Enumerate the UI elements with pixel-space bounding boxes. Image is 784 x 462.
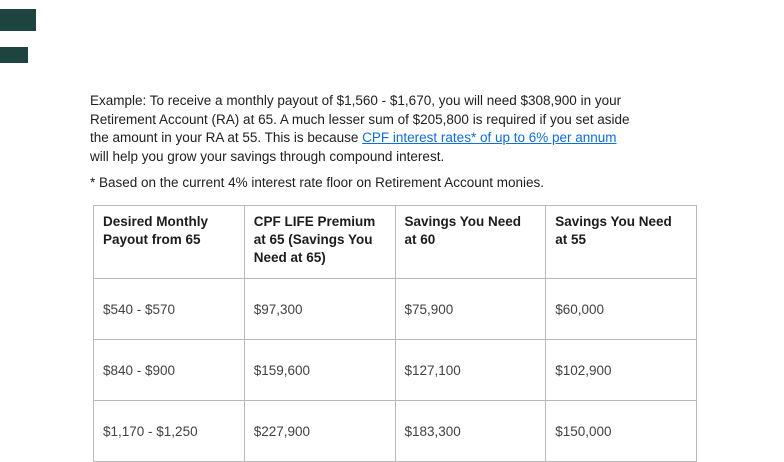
table-header-row: Desired Monthly Payout from 65 CPF LIFE … <box>93 205 697 279</box>
paragraph-line-1: Example: To receive a monthly payout of … <box>90 93 622 108</box>
cell-payout-range: $840 - $900 <box>93 339 245 401</box>
cell-payout-range: $540 - $570 <box>93 278 245 340</box>
table-row: $1,170 - $1,250 $227,900 $183,300 $150,0… <box>93 400 697 462</box>
cell-savings-at-60: $75,900 <box>394 278 547 340</box>
table-row: $840 - $900 $159,600 $127,100 $102,900 <box>93 339 697 401</box>
column-header-desired-monthly-payout: Desired Monthly Payout from 65 <box>93 205 245 279</box>
dark-image-placeholder-small <box>0 47 28 63</box>
paragraph-line-3: the amount in your RA at 55. This is bec… <box>90 130 363 146</box>
cell-premium-at-65: $227,900 <box>243 400 396 462</box>
cell-savings-at-55: $150,000 <box>545 400 697 462</box>
column-header-savings-at-55: Savings You Need at 55 <box>545 205 697 279</box>
cpf-interest-rates-link[interactable]: CPF interest rates* of up to 6% per annu… <box>362 130 617 146</box>
dark-image-placeholder-large <box>0 9 36 31</box>
paragraph-line-4: will help you grow your savings through … <box>90 149 445 165</box>
column-header-cpf-life-premium: CPF LIFE Premium at 65 (Savings You Need… <box>243 205 396 279</box>
example-paragraph: Example: To receive a monthly payout of … <box>90 92 740 167</box>
column-header-savings-at-60: Savings You Need at 60 <box>394 205 547 279</box>
cell-savings-at-60: $183,300 <box>394 400 547 462</box>
cell-premium-at-65: $97,300 <box>243 278 396 340</box>
table-row: $540 - $570 $97,300 $75,900 $60,000 <box>93 278 697 340</box>
document-page: Example: To receive a monthly payout of … <box>0 9 740 462</box>
cell-premium-at-65: $159,600 <box>243 339 396 401</box>
interest-rate-footnote: * Based on the current 4% interest rate … <box>90 175 544 190</box>
cell-savings-at-60: $127,100 <box>394 339 547 401</box>
cell-payout-range: $1,170 - $1,250 <box>93 400 245 462</box>
cell-savings-at-55: $102,900 <box>545 339 697 401</box>
cell-savings-at-55: $60,000 <box>545 278 697 340</box>
paragraph-line-2: Retirement Account (RA) at 65. A much le… <box>90 111 630 127</box>
savings-needed-table: Desired Monthly Payout from 65 CPF LIFE … <box>93 205 697 462</box>
